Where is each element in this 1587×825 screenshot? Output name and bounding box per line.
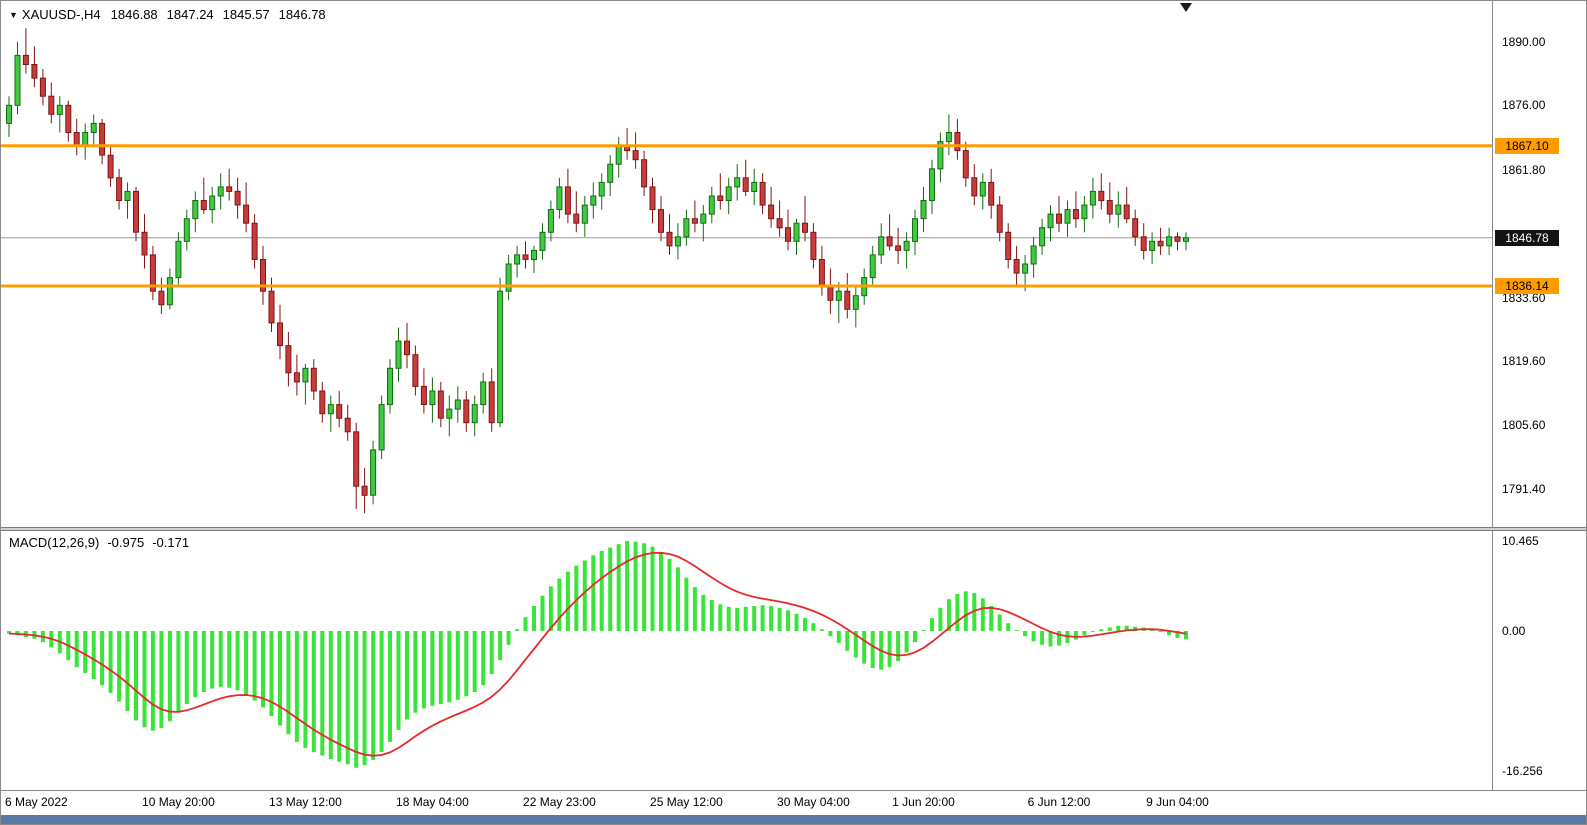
ohlc-high-value: 1847.24 <box>166 7 214 22</box>
current-price-badge: 1846.78 <box>1495 229 1559 246</box>
price-axis-label: 1805.60 <box>1502 417 1546 432</box>
window-bottom-strip <box>1 815 1586 824</box>
candlestick-chart[interactable] <box>1 1 1492 527</box>
macd-axis-label: -16.256 <box>1502 763 1543 778</box>
macd-axis-label: 0.00 <box>1502 624 1526 638</box>
time-axis-label: 30 May 04:00 <box>777 795 850 809</box>
time-axis-label: 1 Jun 20:00 <box>892 795 955 809</box>
macd-axis-label: 10.465 <box>1502 534 1539 548</box>
price-axis-label: 1791.40 <box>1502 481 1546 496</box>
level-price-badge: 1836.14 <box>1495 278 1559 294</box>
price-axis-label: 1833.60 <box>1502 290 1546 305</box>
macd-name: MACD(12,26,9) <box>9 535 100 550</box>
price-chart-panel: ▼ XAUUSD-,H4 1846.88 1847.24 1845.57 1846.78 <box>1 1 1492 527</box>
ohlc-close-value: 1846.78 <box>278 7 326 22</box>
time-axis-label: 13 May 12:00 <box>269 795 342 809</box>
price-axis-label: 1861.80 <box>1502 162 1546 177</box>
price-axis-label: 1876.00 <box>1502 98 1546 113</box>
ohlc-low-value: 1845.57 <box>222 7 270 22</box>
macd-signal-value: -0.171 <box>152 535 190 550</box>
macd-indicator-label: MACD(12,26,9) -0.975 -0.171 <box>9 535 197 550</box>
symbol-timeframe-label: XAUUSD-,H4 <box>21 7 101 22</box>
time-axis-label: 22 May 23:00 <box>523 795 596 809</box>
macd-main-value: -0.975 <box>107 535 145 550</box>
time-axis-label: 18 May 04:00 <box>396 795 469 809</box>
level-price-badge: 1867.10 <box>1495 137 1559 154</box>
panel-divider[interactable] <box>1 527 1586 531</box>
time-axis-label: 9 Jun 04:00 <box>1146 795 1209 809</box>
price-axis-label: 1890.00 <box>1502 34 1546 49</box>
ohlc-open-value: 1846.88 <box>110 7 158 22</box>
time-axis[interactable]: 6 May 2022 10 May 20:00 13 May 12:00 18 May… <box>1 790 1586 815</box>
chart-header: ▼ XAUUSD-,H4 1846.88 1847.24 1845.57 1846.78 <box>9 7 335 22</box>
time-axis-label: 10 May 20:00 <box>142 795 215 809</box>
macd-chart[interactable] <box>1 531 1492 790</box>
macd-histogram <box>7 541 1188 768</box>
price-axis-label: 1819.60 <box>1502 354 1546 368</box>
time-axis-label: 6 Jun 12:00 <box>1027 795 1091 809</box>
macd-panel: MACD(12,26,9) -0.975 -0.171 <box>1 531 1492 790</box>
symbol-marker-icon[interactable]: ▼ <box>9 10 18 20</box>
price-axis[interactable]: 1890.00 1876.00 1861.80 1833.60 1819.60 1805.… <box>1492 1 1586 815</box>
chart-shift-marker-icon[interactable] <box>1180 3 1192 12</box>
candles-series <box>6 28 1189 514</box>
macd-signal-line <box>8 551 1187 757</box>
time-axis-label: 6 May 2022 <box>5 795 68 809</box>
time-axis-label: 25 May 12:00 <box>650 795 723 809</box>
